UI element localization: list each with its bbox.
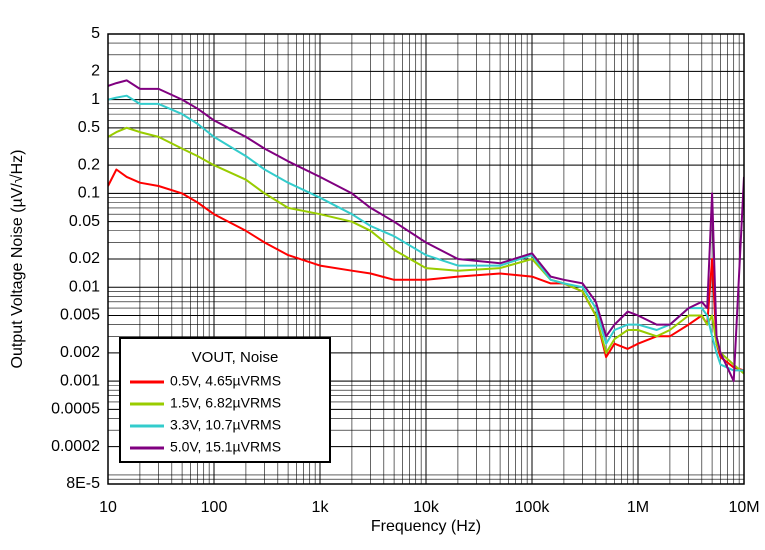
x-tick-label: 1k — [312, 499, 330, 516]
plot-frame — [107, 33, 745, 485]
x-tick-label: 10 — [99, 499, 117, 516]
x-tick-label: 10M — [728, 499, 759, 516]
y-tick-label: 1 — [91, 91, 100, 108]
y-tick-label: 0.2 — [78, 156, 100, 173]
y-tick-label: 0.02 — [69, 250, 100, 267]
series-line — [108, 126, 744, 375]
y-axis-label: Output Voltage Noise (µV/√Hz) — [9, 150, 26, 369]
legend-label: 0.5V, 4.65µVRMS — [170, 373, 281, 389]
legend-title: VOUT, Noise — [192, 349, 279, 366]
y-tick-label: 2 — [91, 63, 100, 80]
y-tick-label: 0.05 — [69, 213, 100, 230]
x-axis-label: Frequency (Hz) — [371, 518, 481, 535]
y-tick-label: 0.005 — [60, 307, 100, 324]
y-tick-label: 0.1 — [78, 185, 100, 202]
y-tick-label: 0.5 — [78, 119, 100, 136]
legend-label: 3.3V, 10.7µVRMS — [170, 417, 281, 433]
y-tick-label: 8E-5 — [66, 475, 100, 492]
x-tick-label: 10k — [413, 499, 440, 516]
x-tick-label: 100k — [515, 499, 551, 516]
y-tick-label: 0.0002 — [51, 438, 100, 455]
y-tick-label: 0.0005 — [51, 401, 100, 418]
x-tick-label: 1M — [627, 499, 649, 516]
y-tick-label: 5 — [91, 25, 100, 42]
y-tick-label: 0.01 — [69, 278, 100, 295]
legend-label: 1.5V, 6.82µVRMS — [170, 395, 281, 411]
legend-label: 5.0V, 15.1µVRMS — [170, 439, 281, 455]
series-line — [108, 79, 744, 383]
y-tick-label: 0.001 — [60, 372, 100, 389]
legend-box — [119, 337, 331, 463]
x-tick-label: 100 — [201, 499, 228, 516]
y-tick-label: 0.002 — [60, 344, 100, 361]
series-line — [108, 94, 744, 372]
